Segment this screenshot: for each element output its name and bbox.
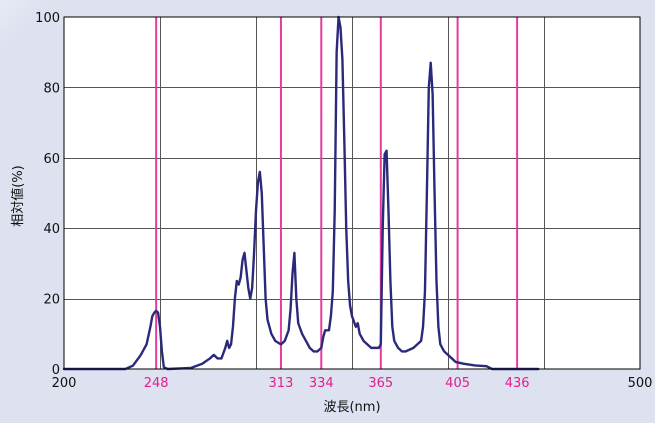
- marker-label-248: 248: [144, 376, 169, 391]
- y-tick-label-2: 40: [43, 222, 60, 237]
- x-axis-label: 波長(nm): [323, 400, 380, 415]
- grid: [64, 17, 640, 369]
- series-line-0: [62, 15, 540, 371]
- marker-label-334: 334: [309, 376, 334, 391]
- plot-frame: [63, 16, 641, 370]
- x-tick-labels: 200 500: [52, 376, 653, 391]
- y-tick-label-3: 60: [43, 152, 60, 167]
- marker-label-436: 436: [505, 376, 530, 391]
- marker-label-405: 405: [445, 376, 470, 391]
- y-tick-label-4: 80: [43, 81, 60, 96]
- corner-glow: [0, 0, 70, 70]
- x-tick-label-0: 200: [52, 376, 77, 391]
- y-axis-label: 相対値(%): [10, 165, 26, 227]
- wavelength-markers: [155, 17, 519, 369]
- marker-label-365: 365: [368, 376, 393, 391]
- marker-label-313: 313: [269, 376, 294, 391]
- y-tick-labels: 0 20 40 60 80 100: [35, 11, 60, 378]
- y-tick-label-0: 0: [52, 363, 60, 378]
- series-layer: [62, 15, 540, 371]
- x-tick-label-6: 500: [628, 376, 653, 391]
- marker-labels: 248 313 334 365 405 436: [144, 376, 530, 391]
- y-tick-label-1: 20: [43, 293, 60, 308]
- y-tick-label-5: 100: [35, 11, 60, 26]
